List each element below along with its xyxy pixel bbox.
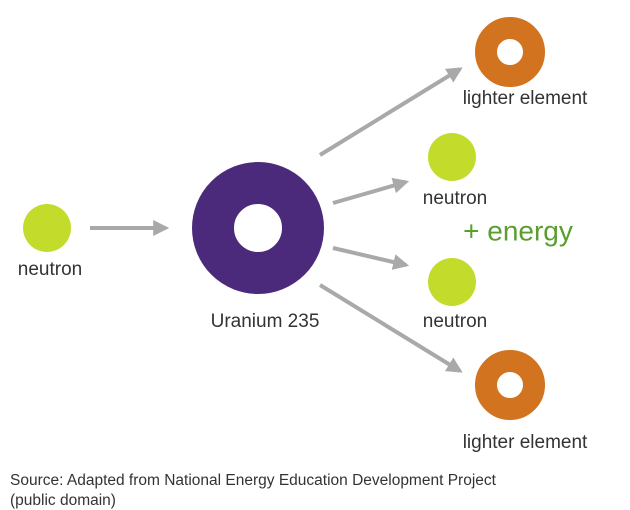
lighter-element [486,28,534,76]
product-label: lighter element [463,432,588,453]
neutron-particle [428,258,476,306]
neutron-particle [428,133,476,181]
nucleus-label: Uranium 235 [211,311,320,332]
neutron-particle [23,204,71,252]
product-label: neutron [423,188,487,209]
source-text: Source: Adapted from National Energy Edu… [10,472,497,489]
neutron-label: neutron [18,259,82,280]
page: neutron Uranium 235 lighter element neut… [0,0,630,510]
fission-diagram: neutron Uranium 235 lighter element neut… [0,0,630,510]
product-label: neutron [423,311,487,332]
source-text: (public domain) [10,492,116,509]
energy-label: + energy [463,215,573,246]
arrow [333,248,406,265]
product-label: lighter element [463,88,588,109]
uranium-nucleus [213,183,303,273]
lighter-element [486,361,534,409]
arrow [333,182,406,203]
